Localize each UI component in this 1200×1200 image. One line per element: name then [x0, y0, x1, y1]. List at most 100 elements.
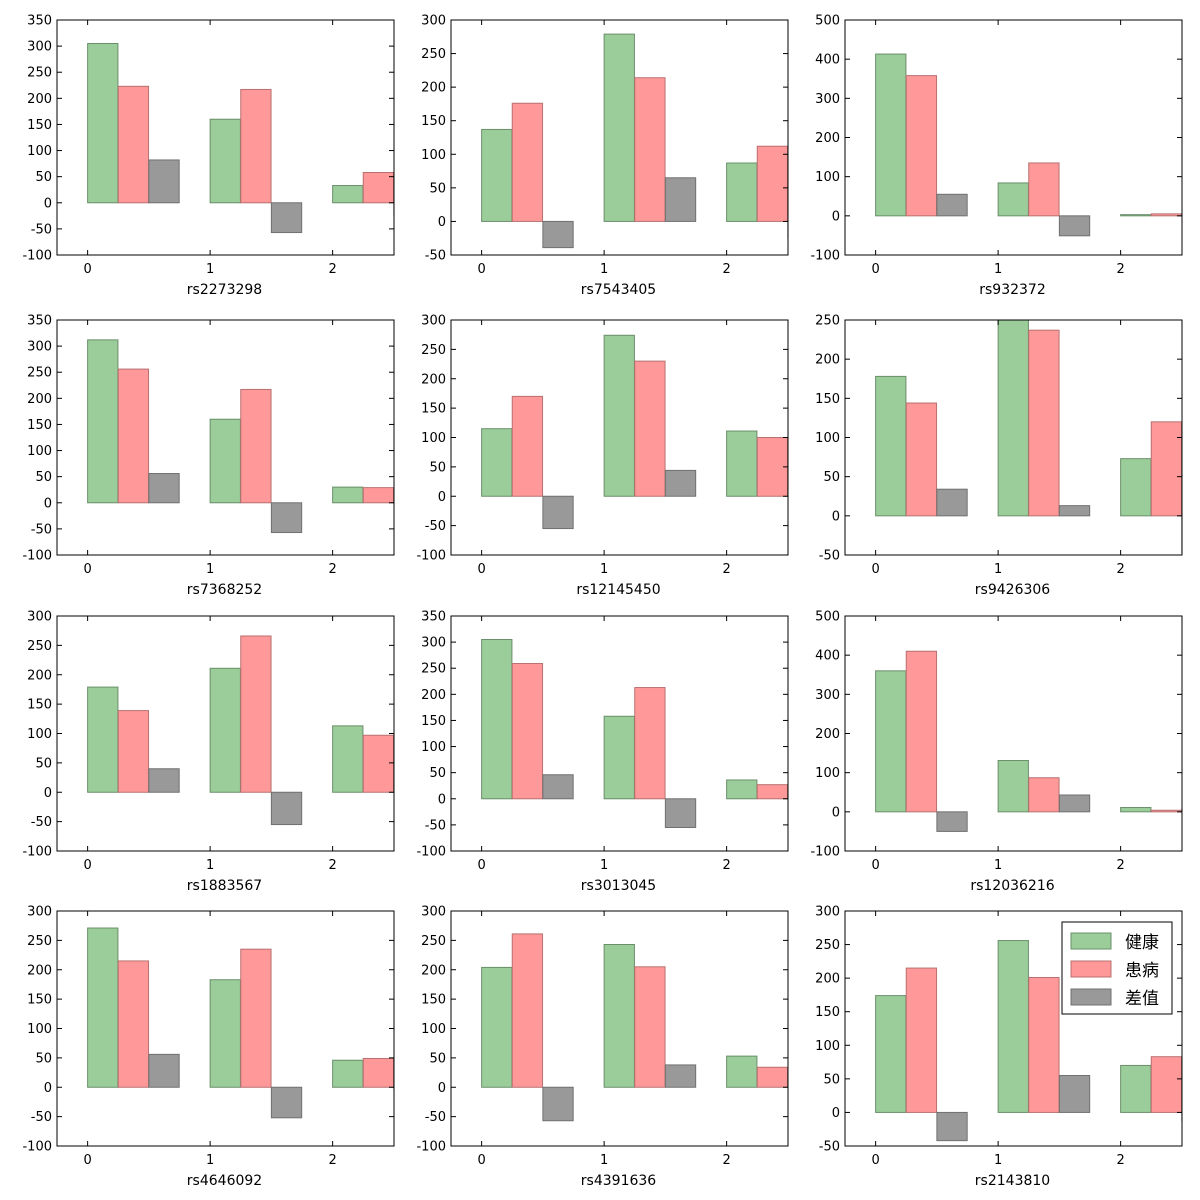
y-tick-label: 150 — [27, 118, 52, 133]
y-tick-label: 100 — [421, 431, 446, 446]
y-tick-label: 100 — [421, 148, 446, 163]
y-tick-label: 50 — [429, 766, 446, 781]
x-axis-label: rs12145450 — [576, 582, 660, 598]
x-tick-label: 1 — [600, 262, 608, 277]
y-tick-label: 200 — [421, 963, 446, 978]
y-tick-label: 50 — [823, 1072, 840, 1087]
x-tick-label: 2 — [328, 1153, 336, 1168]
bar-healthy-1 — [209, 667, 241, 793]
bar-healthy-1 — [997, 760, 1029, 813]
y-tick-label: 400 — [815, 53, 840, 68]
y-tick-label: 0 — [832, 805, 840, 820]
legend-label-sick: 患病 — [1125, 961, 1159, 981]
y-tick-label: 100 — [27, 727, 52, 742]
y-tick-label: 0 — [44, 196, 52, 211]
bar-group — [875, 940, 1182, 1142]
bar-diff-1 — [270, 502, 303, 534]
y-tick-label: 0 — [438, 1081, 446, 1096]
y-tick-label: 500 — [815, 610, 840, 625]
y-tick-label: 100 — [421, 740, 446, 755]
bar-healthy-2 — [332, 185, 364, 204]
bar-healthy-0 — [87, 43, 119, 204]
y-tick-label: 300 — [815, 688, 840, 703]
bar-healthy-2 — [726, 779, 758, 800]
bar-group — [481, 933, 788, 1122]
y-tick-label: -100 — [22, 249, 52, 264]
x-tick-label: 1 — [994, 262, 1002, 277]
bar-sick-2 — [1150, 1056, 1182, 1113]
y-tick-label: 350 — [27, 14, 52, 29]
x-axis-label: rs3013045 — [581, 878, 656, 894]
x-tick-label: 1 — [600, 562, 608, 577]
bar-sick-1 — [1028, 329, 1060, 517]
y-tick-label: 200 — [27, 963, 52, 978]
bar-healthy-0 — [481, 966, 513, 1088]
bar-diff-1 — [270, 1086, 303, 1119]
bar-healthy-1 — [997, 182, 1029, 217]
y-tick-label: -100 — [810, 249, 840, 264]
bar-sick-1 — [1028, 976, 1060, 1113]
y-tick-label: 200 — [421, 372, 446, 387]
bar-group — [875, 650, 1182, 832]
bar-diff-0 — [936, 811, 968, 832]
bar-sick-2 — [756, 145, 788, 222]
bar-diff-1 — [664, 798, 697, 828]
subplot-rs2273298: -100 -50 0 50 100 150 200 250 300 350 0 1 2 rs2273298 — [22, 14, 395, 298]
bar-diff-1 — [1058, 505, 1091, 517]
bar-diff-2 — [787, 220, 788, 239]
x-axis-label: rs7543405 — [581, 282, 656, 298]
subplot-rs4646092: -100 -50 0 50 100 150 200 250 300 0 1 2 rs4646092 — [22, 905, 395, 1189]
bar-group — [87, 635, 394, 826]
axes-frame — [56, 19, 395, 256]
y-tick-label: 150 — [815, 1005, 840, 1020]
y-tick-label: 50 — [429, 460, 446, 475]
bar-diff-0 — [542, 774, 574, 800]
y-tick-label: 200 — [815, 727, 840, 742]
bar-healthy-0 — [481, 128, 513, 222]
bar-diff-2 — [393, 501, 394, 504]
y-tick-label: 200 — [27, 92, 52, 107]
x-axis-label: rs4646092 — [187, 1173, 262, 1189]
bar-sick-2 — [756, 1066, 788, 1088]
x-tick-label: 1 — [206, 262, 214, 277]
y-tick-label: -50 — [31, 522, 52, 537]
y-tick-label: 300 — [27, 610, 52, 625]
bar-diff-0 — [148, 159, 180, 204]
bar-healthy-2 — [1120, 458, 1152, 517]
bar-diff-2 — [393, 1086, 394, 1091]
x-axis-label: rs2143810 — [975, 1173, 1050, 1189]
y-tick-label: 300 — [421, 314, 446, 329]
bar-sick-2 — [362, 734, 394, 793]
bar-healthy-1 — [603, 33, 635, 222]
y-tick-label: 250 — [815, 314, 840, 329]
y-tick-label: 150 — [27, 698, 52, 713]
subplot-rs4391636: -100 -50 0 50 100 150 200 250 300 0 1 2 rs4391636 — [416, 905, 789, 1189]
bar-sick-0 — [511, 933, 544, 1088]
bar-healthy-0 — [875, 375, 907, 517]
x-tick-label: 0 — [871, 858, 879, 873]
subplot-rs2143810: -50 0 50 100 150 200 250 300 0 1 2 rs2143810 — [815, 905, 1183, 1189]
bar-sick-1 — [240, 388, 272, 504]
subplot-rs3013045: -100 -50 0 50 100 150 200 250 300 350 0 1 2 rs3013045 — [416, 610, 789, 894]
bar-healthy-0 — [875, 995, 907, 1113]
y-tick-label: -100 — [22, 549, 52, 564]
x-tick-label: 0 — [83, 1153, 91, 1168]
y-tick-label: 0 — [44, 786, 52, 801]
y-tick-label: 300 — [421, 905, 446, 920]
bar-sick-0 — [905, 967, 938, 1113]
subplot-rs12145450: -100 -50 0 50 100 150 200 250 300 0 1 2 rs12145450 — [416, 314, 789, 598]
y-tick-label: 100 — [27, 1022, 52, 1037]
x-tick-label: 2 — [722, 858, 730, 873]
y-tick-label: 150 — [421, 402, 446, 417]
x-tick-label: 1 — [600, 858, 608, 873]
bar-healthy-1 — [603, 715, 635, 800]
x-tick-label: 1 — [994, 562, 1002, 577]
bar-diff-2 — [1181, 215, 1182, 218]
bar-group — [875, 320, 1182, 554]
y-tick-label: 100 — [815, 1039, 840, 1054]
y-tick-label: 200 — [27, 668, 52, 683]
bar-group — [87, 927, 394, 1119]
y-tick-label: -50 — [425, 519, 446, 534]
bar-sick-1 — [1028, 777, 1060, 813]
y-tick-label: 0 — [44, 1081, 52, 1096]
